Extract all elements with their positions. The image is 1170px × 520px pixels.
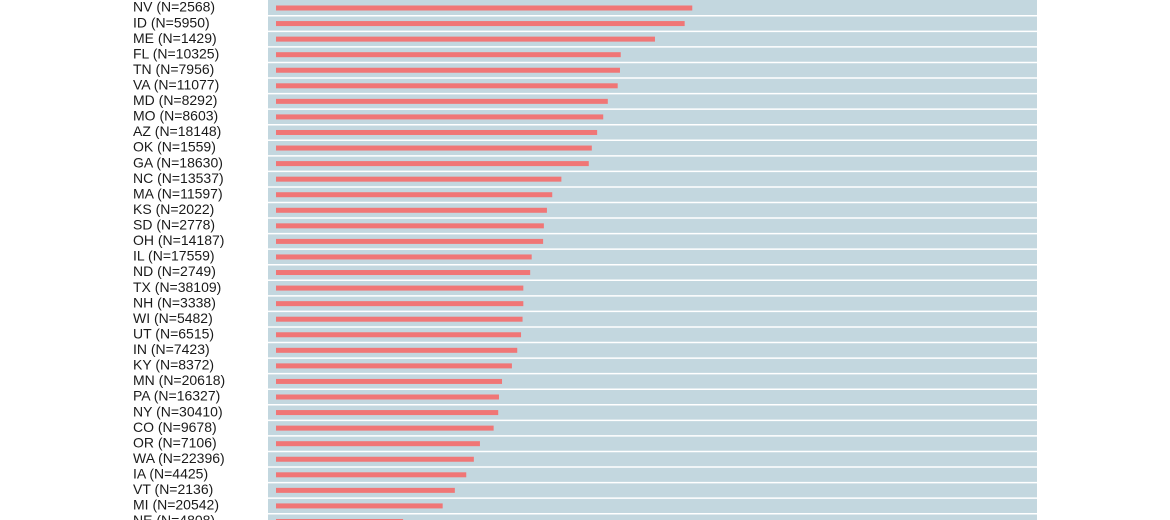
- bar: [276, 410, 499, 416]
- y-tick-label: MN (N=20618): [133, 372, 225, 388]
- bar: [276, 363, 512, 369]
- bar: [276, 145, 592, 151]
- bar: [276, 441, 480, 447]
- bar: [276, 518, 404, 520]
- y-tick-label: NH (N=3338): [133, 294, 216, 310]
- bar: [276, 52, 621, 58]
- bar: [276, 394, 499, 400]
- bar: [276, 238, 544, 244]
- y-tick-label: NE (N=4808): [133, 512, 215, 520]
- y-tick-label: MA (N=11597): [133, 185, 223, 201]
- y-tick-label: IN (N=7423): [133, 341, 210, 357]
- bar: [276, 192, 553, 198]
- bar: [276, 347, 518, 353]
- y-tick-label: TN (N=7956): [133, 61, 214, 77]
- y-tick-label: NY (N=30410): [133, 403, 223, 419]
- bar: [276, 207, 547, 213]
- y-tick-label: SD (N=2778): [133, 217, 215, 233]
- bar: [276, 472, 467, 478]
- y-tick-label: VT (N=2136): [133, 481, 213, 497]
- bar: [276, 425, 494, 431]
- y-tick-label: MI (N=20542): [133, 497, 219, 513]
- bar: [276, 98, 608, 104]
- bar: [276, 5, 693, 11]
- bar: [276, 270, 531, 276]
- y-tick-label: WA (N=22396): [133, 450, 225, 466]
- y-tick-label: ID (N=5950): [133, 14, 210, 30]
- y-tick-label: MD (N=8292): [133, 92, 217, 108]
- bar: [276, 332, 522, 338]
- bar: [276, 316, 523, 322]
- bar: [276, 36, 655, 42]
- bar: [276, 285, 524, 291]
- bar: [276, 21, 685, 27]
- bar: [276, 176, 562, 182]
- bar: [276, 301, 524, 307]
- bar: [276, 83, 618, 89]
- y-tick-label: IL (N=17559): [133, 248, 215, 264]
- y-tick-label: MO (N=8603): [133, 108, 218, 124]
- y-tick-label: PA (N=16327): [133, 388, 220, 404]
- bar: [276, 503, 443, 509]
- y-tick-label: AZ (N=18148): [133, 123, 221, 139]
- bar: [276, 254, 532, 260]
- bar: [276, 129, 598, 135]
- bar: [276, 114, 604, 120]
- y-tick-label: OK (N=1559): [133, 139, 216, 155]
- bar: [276, 378, 503, 384]
- y-tick-label: TX (N=38109): [133, 279, 221, 295]
- y-tick-label: WI (N=5482): [133, 310, 213, 326]
- bar: [276, 223, 544, 229]
- y-tick-label: NV (N=2568): [133, 0, 215, 15]
- y-tick-label: KY (N=8372): [133, 357, 214, 373]
- y-tick-label: GA (N=18630): [133, 154, 223, 170]
- y-tick-label: OH (N=14187): [133, 232, 224, 248]
- y-tick-label: KS (N=2022): [133, 201, 214, 217]
- bar: [276, 161, 589, 167]
- y-tick-label: UT (N=6515): [133, 325, 214, 341]
- bar: [276, 67, 620, 73]
- y-tick-label: ND (N=2749): [133, 263, 216, 279]
- y-tick-label: FL (N=10325): [133, 45, 219, 61]
- bar: [276, 487, 455, 493]
- y-tick-label: IA (N=4425): [133, 466, 208, 482]
- y-tick-label: NC (N=13537): [133, 170, 224, 186]
- y-tick-label: ME (N=1429): [133, 30, 217, 46]
- y-tick-label: VA (N=11077): [133, 77, 219, 93]
- y-tick-label: CO (N=9678): [133, 419, 217, 435]
- bar: [276, 456, 474, 462]
- y-tick-label: OR (N=7106): [133, 434, 217, 450]
